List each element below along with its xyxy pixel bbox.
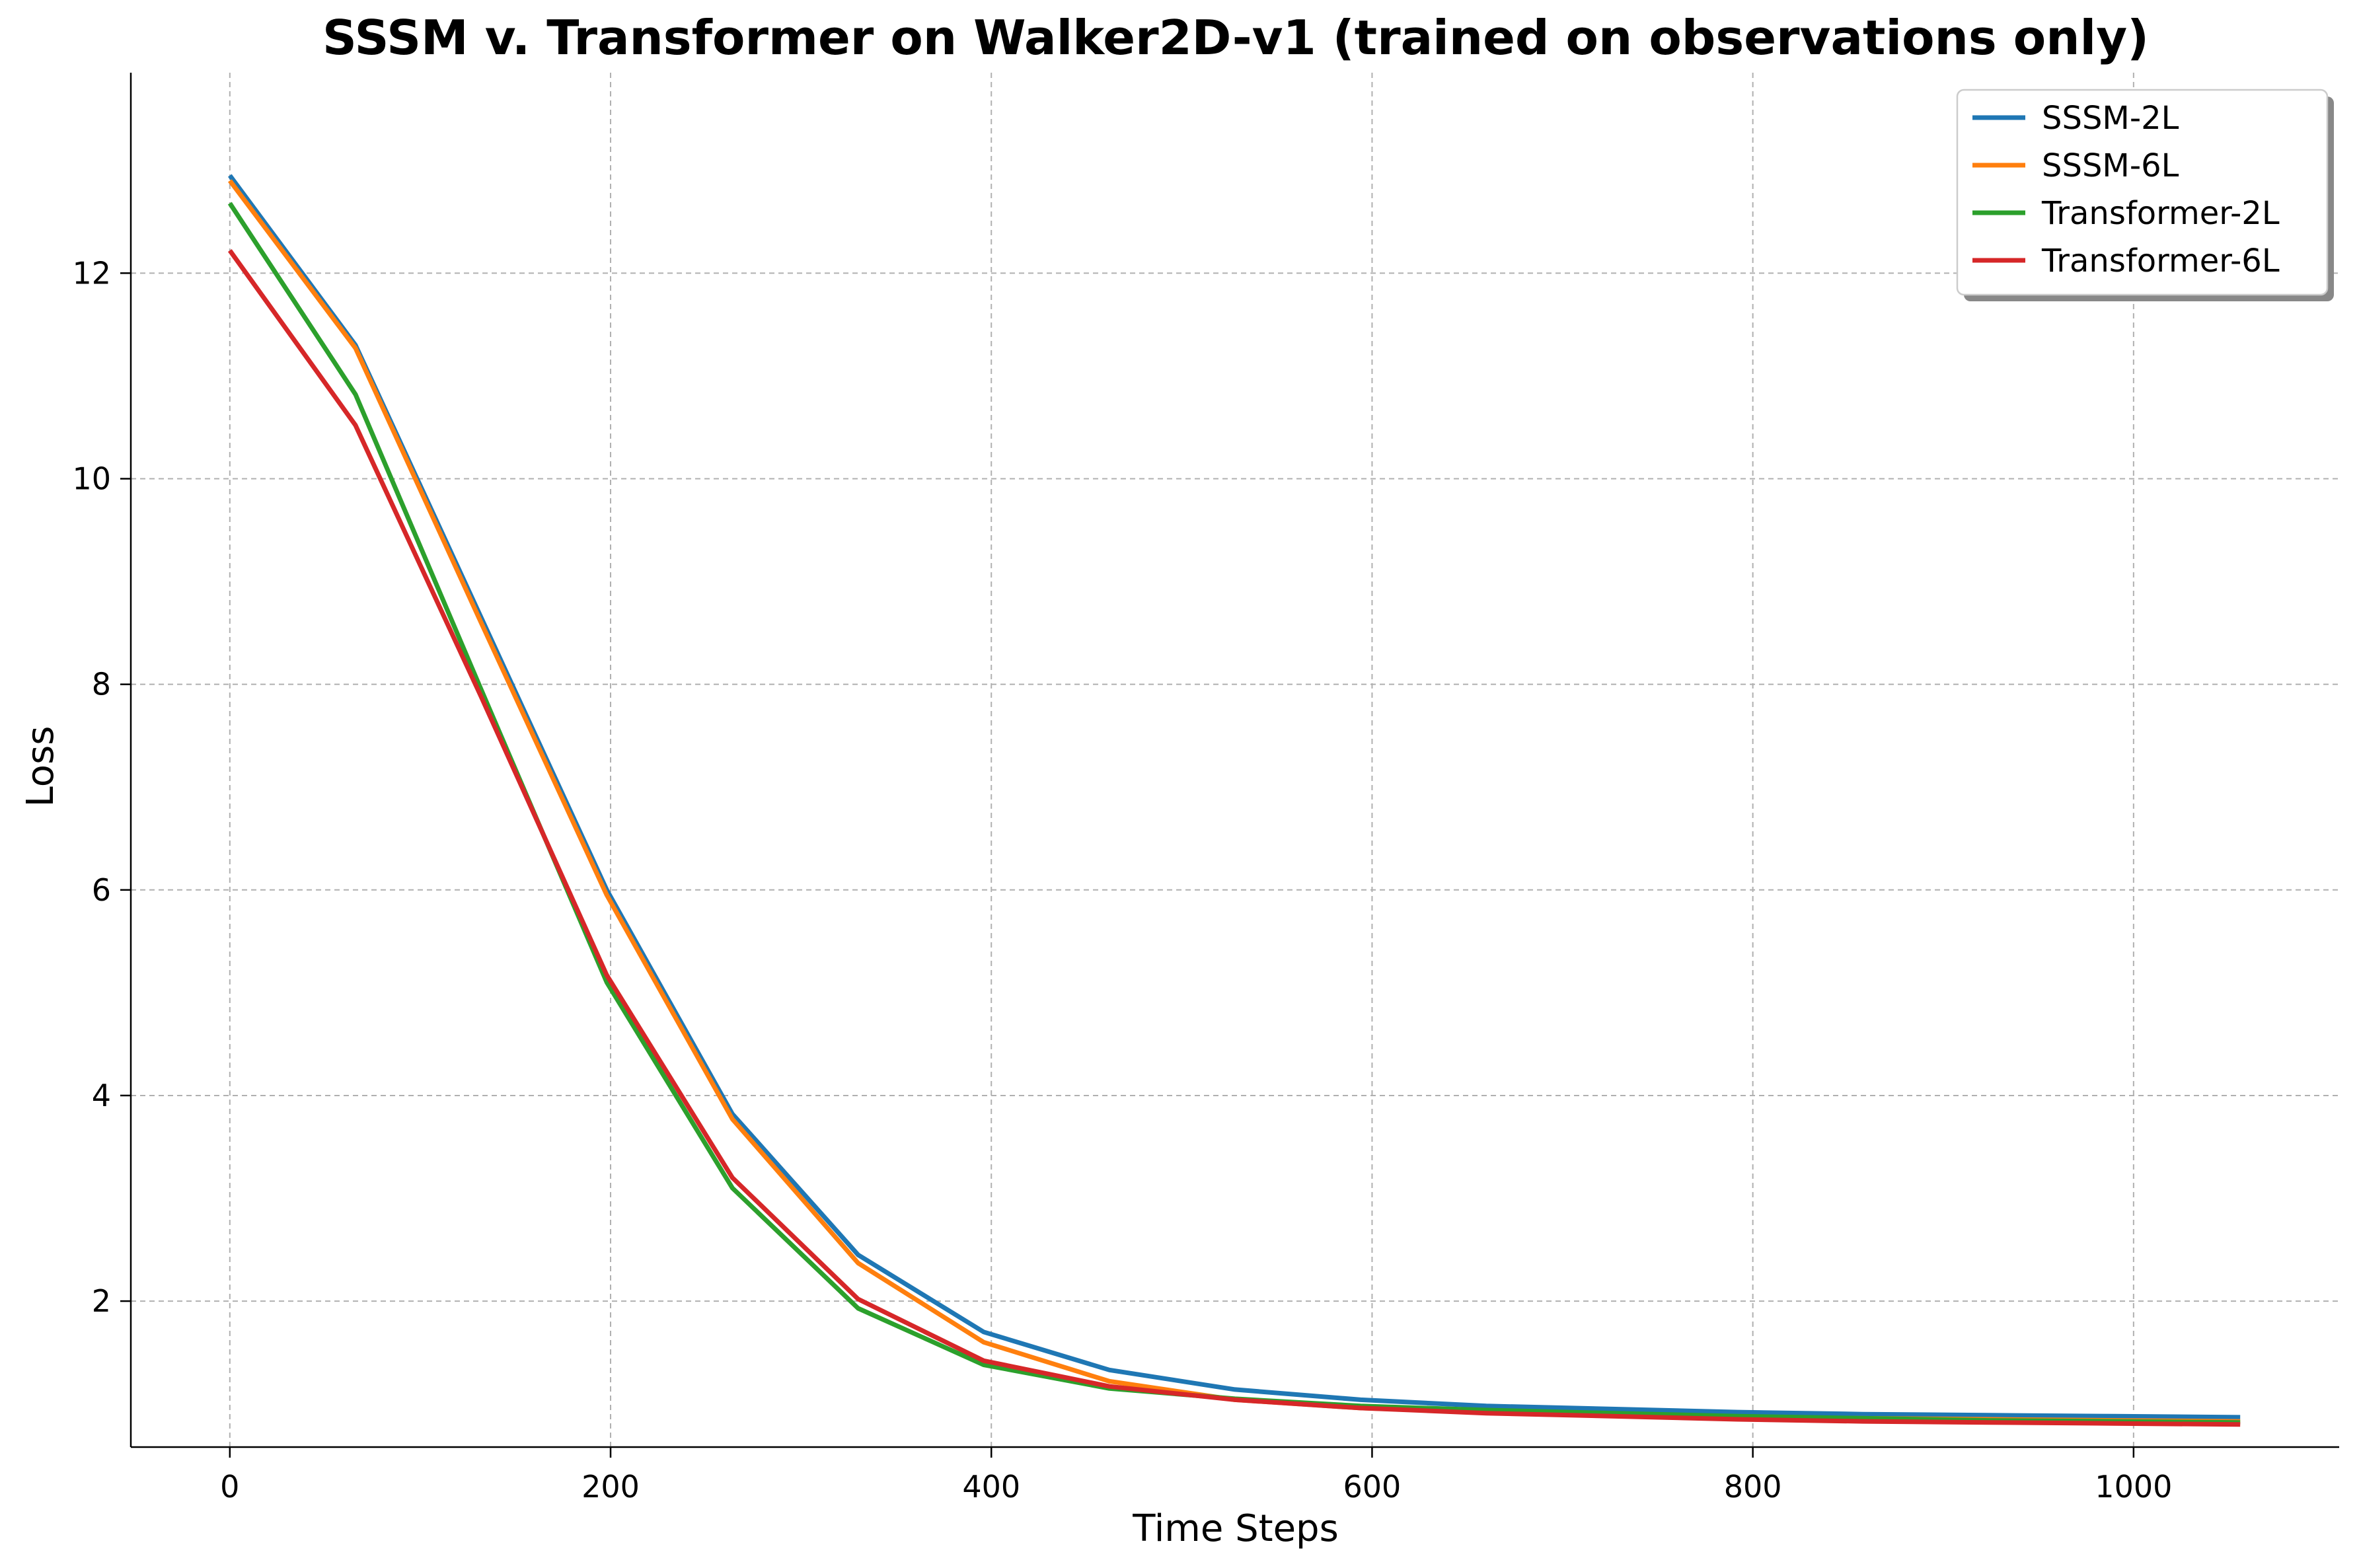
y-axis-label: Loss — [19, 726, 62, 807]
legend-label-sssm-2l: SSSM-2L — [2042, 100, 2179, 137]
legend: SSSM-2L SSSM-6L Transformer-2L Transformer-… — [1956, 89, 2334, 301]
legend-box — [1956, 89, 2329, 296]
y-tick-label: 10 — [72, 461, 111, 497]
y-tick-label: 12 — [72, 255, 111, 291]
legend-label-sssm-6l: SSSM-6L — [2042, 147, 2179, 184]
grid — [131, 73, 2339, 1447]
x-tick-label: 1000 — [2095, 1469, 2172, 1505]
y-tick-label: 2 — [92, 1283, 111, 1319]
axes — [120, 73, 2339, 1458]
chart-title: SSSM v. Transformer on Walker2D-v1 (trai… — [322, 10, 2149, 65]
series-line-transformer-6l — [227, 249, 2241, 1427]
x-tick-label: 0 — [220, 1469, 239, 1505]
y-tick-label: 8 — [92, 667, 111, 702]
x-tick-label: 800 — [1724, 1469, 1782, 1505]
x-tick-label: 400 — [962, 1469, 1020, 1505]
legend-label-transformer-2l: Transformer-2L — [2041, 195, 2280, 232]
legend-items: SSSM-2L SSSM-6L Transformer-2L Transformer-… — [1972, 100, 2280, 280]
y-tick-label: 6 — [92, 872, 111, 908]
x-tick-label: 600 — [1343, 1469, 1402, 1505]
x-tick-label: 200 — [581, 1469, 640, 1505]
y-tick-label: 4 — [92, 1078, 111, 1113]
tick-labels: 0 200 400 600 800 1000 2 4 6 8 10 12 — [72, 255, 2172, 1505]
series-lines — [227, 174, 2241, 1427]
x-axis-label: Time Steps — [1132, 1507, 1339, 1550]
legend-label-transformer-6l: Transformer-6L — [2041, 243, 2280, 280]
